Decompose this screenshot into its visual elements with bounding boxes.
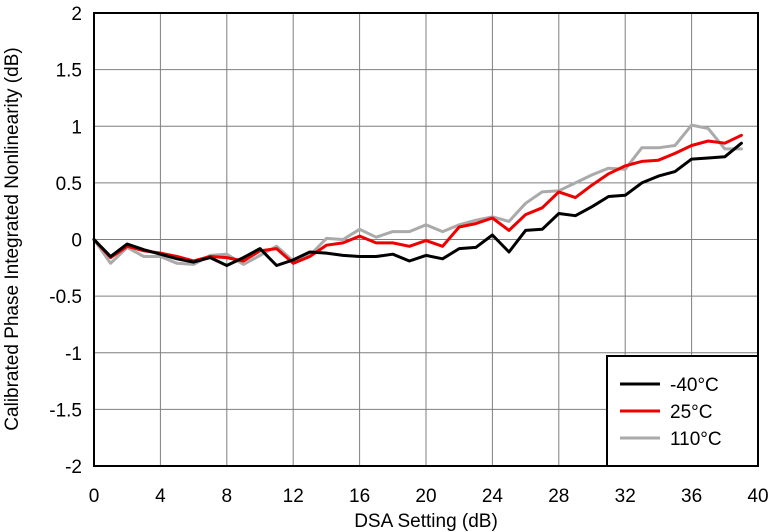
legend-label: 25°C (670, 402, 712, 423)
series-line--40°C (92, 141, 743, 267)
legend: -40°C 25°C 110°C (606, 355, 759, 467)
y-tick-label: 0.5 (56, 174, 82, 195)
y-tick-label: 2 (71, 4, 82, 25)
y-tick-label: -0.5 (49, 287, 82, 308)
series-lines (92, 123, 743, 267)
x-axis-title: DSA Setting (dB) (354, 511, 498, 532)
y-tick-label: -1 (65, 344, 82, 365)
x-axis-ticks: 0 4 8 12 16 20 24 28 32 36 40 (89, 486, 769, 507)
y-tick-label: 0 (71, 231, 82, 252)
y-axis-ticks: -2 -1.5 -1 -0.5 0 0.5 1 1.5 2 (49, 4, 82, 478)
y-tick-label: 1 (71, 117, 82, 138)
x-tick-label: 24 (482, 486, 504, 507)
x-tick-label: 32 (615, 486, 636, 507)
legend-label: 110°C (670, 429, 722, 450)
plot-area-frame (93, 12, 759, 467)
legend-label: -40°C (670, 375, 719, 396)
y-axis-title: Calibrated Phase Integrated Nonlinearity… (2, 47, 23, 430)
x-tick-label: 20 (415, 486, 436, 507)
x-tick-label: 16 (349, 486, 370, 507)
x-tick-label: 8 (222, 486, 233, 507)
x-tick-label: 36 (681, 486, 702, 507)
x-tick-label: 0 (89, 486, 100, 507)
x-tick-label: 12 (283, 486, 304, 507)
x-tick-label: 40 (747, 486, 768, 507)
x-tick-label: 4 (155, 486, 166, 507)
y-tick-label: 1.5 (56, 61, 82, 82)
series-line-25°C (92, 133, 743, 265)
x-tick-label: 28 (548, 486, 569, 507)
y-tick-label: -1.5 (49, 400, 82, 421)
y-tick-label: -2 (65, 457, 82, 478)
